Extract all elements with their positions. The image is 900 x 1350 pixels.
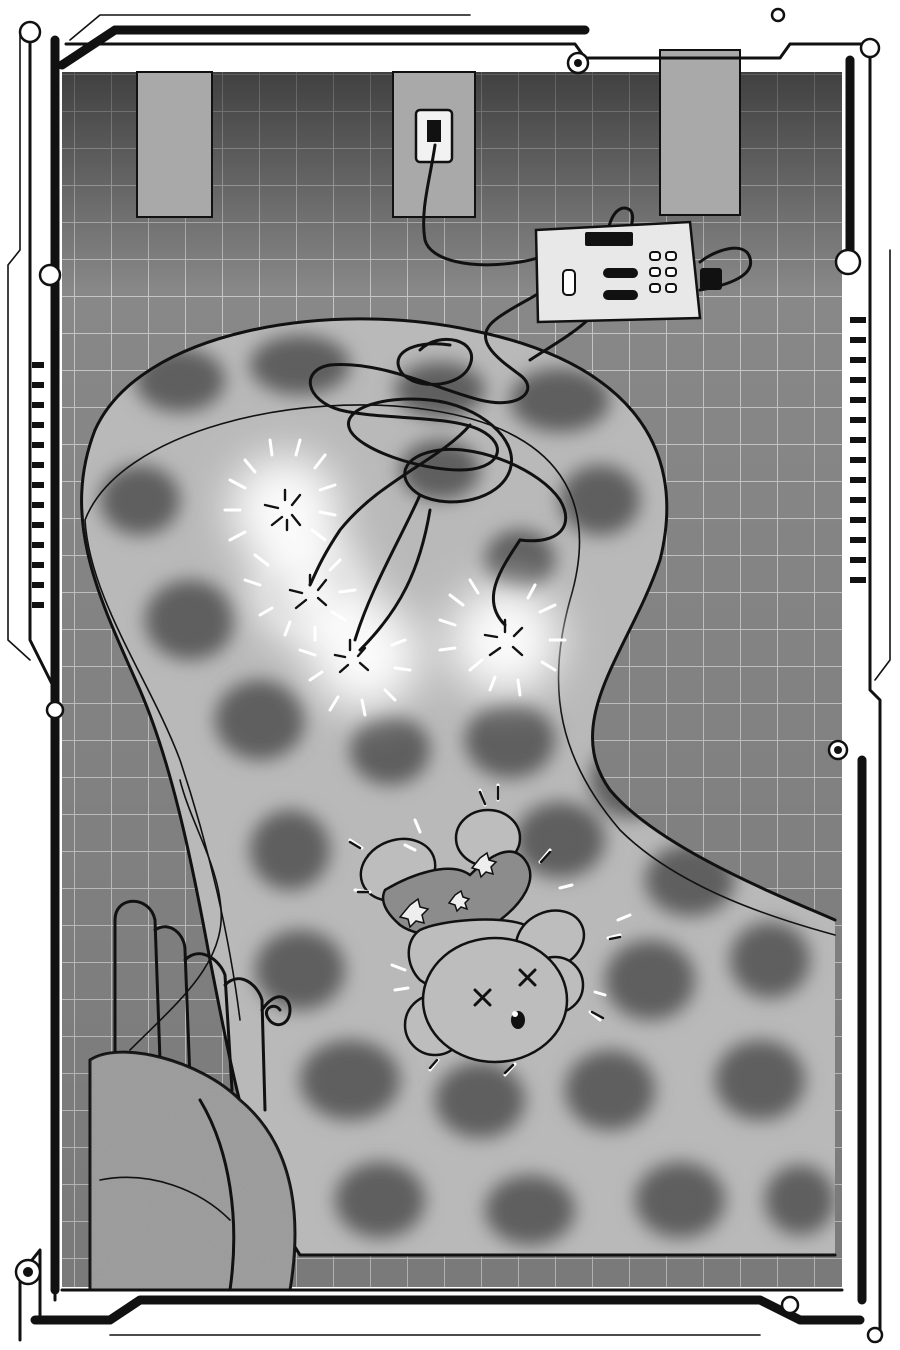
frame-rivets	[14, 7, 884, 1344]
bear-shorts	[381, 850, 532, 937]
power-strip-icon	[534, 220, 722, 324]
wall-outlet-icon	[414, 108, 454, 164]
impact-lines	[348, 783, 632, 1077]
frame-vent-right	[850, 317, 866, 583]
wall-panels	[136, 49, 741, 218]
sci-fi-frame	[7, 7, 891, 1344]
light-bulb-3	[298, 638, 412, 717]
teddy-bear	[348, 783, 632, 1077]
frame-vent-left	[32, 362, 44, 608]
bear-head	[403, 936, 585, 1064]
light-bulb-1	[223, 438, 337, 542]
string-lights	[223, 438, 567, 717]
light-bulb-2	[243, 553, 357, 642]
bed-corner	[88, 779, 297, 1292]
